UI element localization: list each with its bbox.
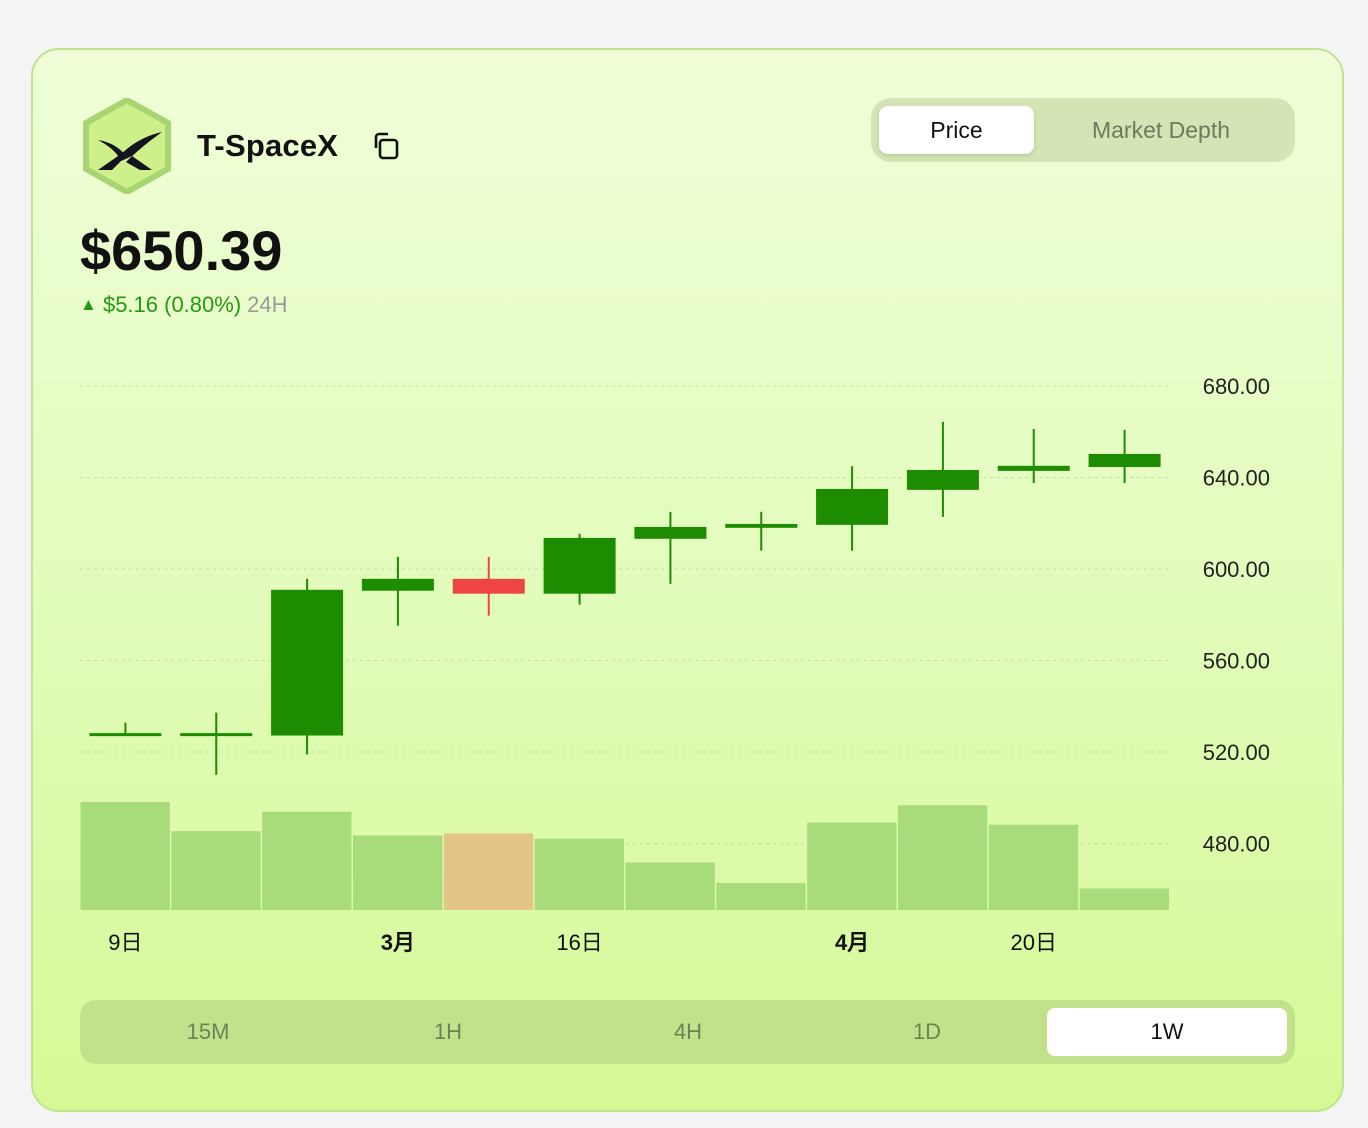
volume-bar [1079, 888, 1169, 910]
candlestick-chart[interactable]: 680.00 640.00 600.00 560.00 520.00 480.00 9日 3月… [0, 0, 1368, 1000]
x-axis-label: 9日 [108, 930, 142, 955]
change-period: 24H [247, 292, 288, 317]
volume-bar [262, 811, 352, 910]
up-arrow-icon: ▲ [80, 295, 97, 314]
tab-15m[interactable]: 15M [186, 1019, 230, 1044]
current-price: $650.39 [80, 219, 283, 282]
tab-price[interactable]: Price [879, 106, 1034, 154]
y-axis-label: 520.00 [1203, 740, 1270, 765]
volume-bar [80, 802, 170, 910]
candle-body [725, 523, 798, 528]
tab-1d[interactable]: 1D [912, 1019, 942, 1044]
spacex-x-hexagon-logo [83, 98, 171, 194]
volume-bar [353, 835, 443, 910]
y-axis-label: 480.00 [1203, 832, 1270, 857]
volume-bar [807, 822, 897, 910]
y-axis-label: 680.00 [1203, 374, 1270, 399]
x-axis-label: 3月 [381, 930, 415, 955]
change-value: $5.16 (0.80%) [102, 292, 242, 317]
candle-body [1088, 453, 1161, 467]
timeframe-tabs: 15M 1H 4H 1D 1W [80, 1000, 1295, 1064]
tab-market-depth[interactable]: Market Depth [1091, 117, 1231, 143]
asset-name: T-SpaceX [197, 128, 339, 163]
volume-bar [716, 883, 806, 910]
copy-icon[interactable] [370, 130, 402, 162]
candle-body [906, 469, 979, 490]
tab-1w[interactable]: 1W [1047, 1008, 1287, 1056]
candle-body [89, 733, 162, 737]
x-axis-label: 20日 [1011, 930, 1057, 955]
candle-body [997, 465, 1070, 471]
candle-body [452, 578, 525, 594]
volume-bar [443, 833, 534, 910]
candle-body [271, 589, 344, 736]
candle-body [816, 488, 889, 525]
y-axis-label: 560.00 [1203, 649, 1270, 674]
x-axis-label: 16日 [556, 930, 602, 955]
y-axis-label: 600.00 [1203, 557, 1270, 582]
volume-bar [988, 824, 1079, 910]
candle-body [543, 537, 616, 594]
view-toggle: Price Market Depth [871, 98, 1295, 162]
tab-1h[interactable]: 1H [433, 1019, 463, 1044]
price-card [31, 48, 1344, 1112]
volume-bar [625, 862, 715, 910]
volume-bar [898, 805, 988, 910]
candle-body [361, 578, 434, 591]
volume-bar [171, 831, 261, 910]
candle-body [634, 526, 707, 539]
x-axis-label: 4月 [835, 930, 869, 955]
tab-4h[interactable]: 4H [673, 1019, 703, 1044]
candle-body [180, 733, 253, 737]
y-axis-label: 640.00 [1203, 466, 1270, 491]
price-change: ▲ $5.16 (0.80%) 24H [80, 292, 288, 318]
volume-bar [534, 838, 624, 910]
